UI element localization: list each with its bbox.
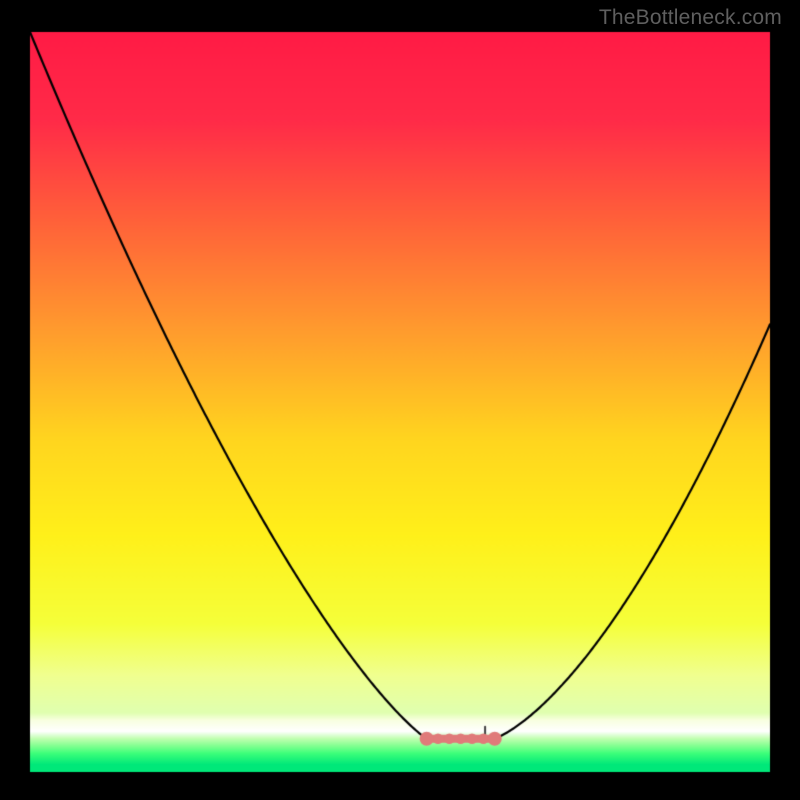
bottleneck-chart xyxy=(0,0,800,800)
watermark-text: TheBottleneck.com xyxy=(599,6,782,30)
